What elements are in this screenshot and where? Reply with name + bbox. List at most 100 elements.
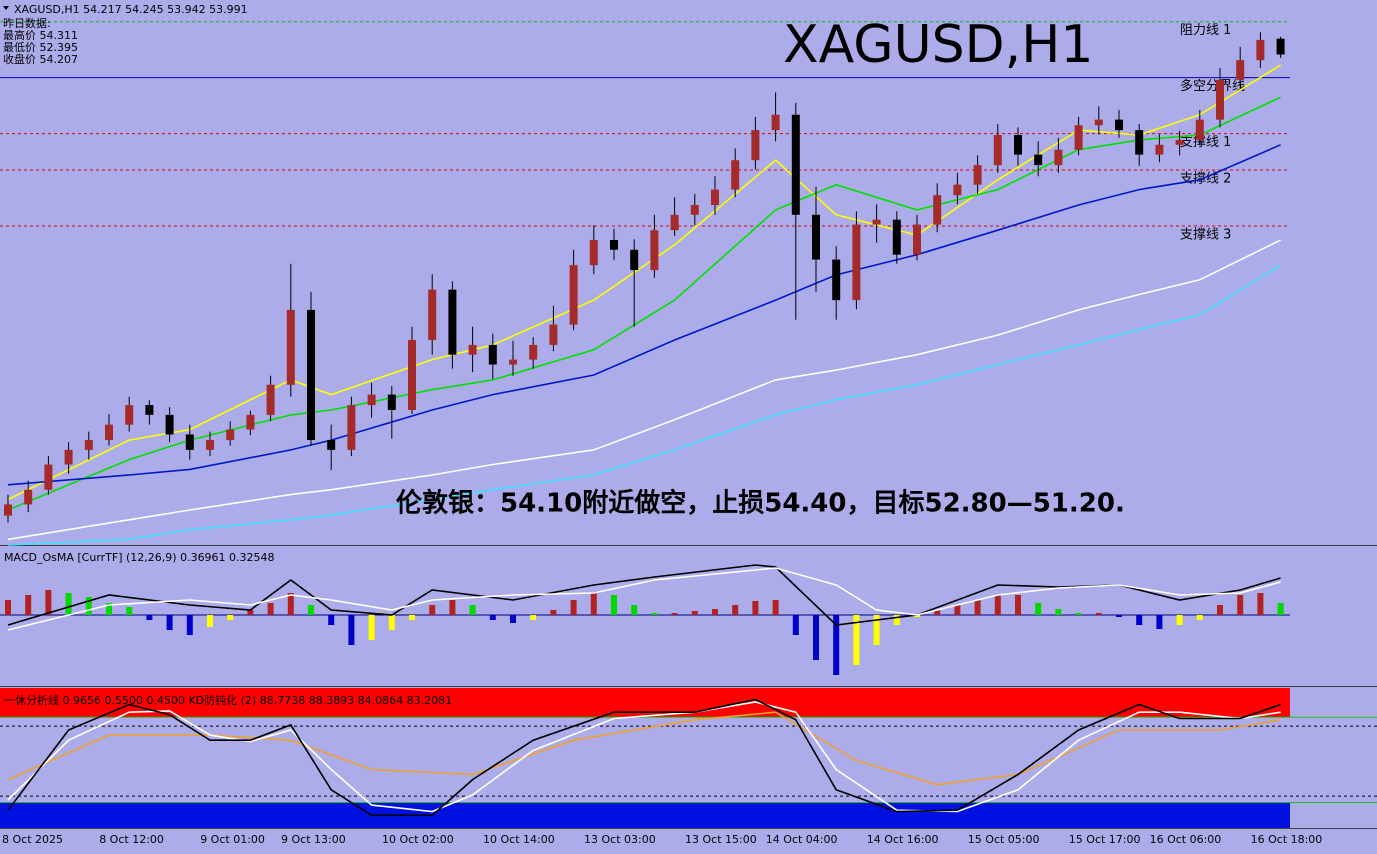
candle-body (872, 219, 881, 225)
osma-bar (691, 611, 698, 615)
osma-bar (833, 615, 840, 675)
osma-bar (1015, 595, 1021, 615)
level-label: 阻力线 1 (1180, 23, 1231, 38)
candle-body (307, 309, 315, 441)
osma-bar (409, 615, 415, 620)
osma-bar (590, 593, 597, 615)
osma-bar (712, 609, 718, 615)
osma-bar (469, 605, 476, 615)
x-tick-label: 13 Oct 15:00 (685, 833, 757, 846)
candle-body (1195, 119, 1204, 140)
x-tick-label: 16 Oct 06:00 (1150, 833, 1222, 846)
candle-body (731, 160, 740, 190)
x-tick-label: 15 Oct 05:00 (968, 833, 1040, 846)
candle-body (448, 289, 457, 355)
kd-line (7, 698, 1281, 817)
osma-bar (328, 615, 335, 625)
candle-body (44, 464, 53, 490)
candle-body (1256, 39, 1265, 61)
candle-body (549, 324, 558, 345)
candle-body (4, 504, 12, 516)
osma-bar (550, 610, 557, 615)
osma-bar (631, 605, 638, 615)
x-tick-label: 10 Oct 02:00 (382, 833, 454, 846)
header: XAGUSD,H1 54.217 54.245 53.942 53.991 (14, 3, 248, 16)
candle-body (1236, 60, 1245, 80)
annotation: 伦敦银：54.10附近做空，止损54.40，目标52.80—51.20. (396, 488, 1125, 519)
candle-body (327, 440, 336, 450)
candle-body (347, 405, 356, 450)
moving-average (7, 96, 1281, 511)
pane-header: MACD_OsMA [CurrTF] (12,26,9) 0.36961 0.3… (4, 551, 275, 564)
osma-bar (752, 601, 759, 615)
candle-body (993, 135, 1002, 166)
osma-bar (1176, 615, 1183, 625)
candle-body (690, 204, 699, 215)
candle-body (226, 429, 235, 441)
osma-bar (1277, 603, 1284, 615)
osma-bar (368, 615, 375, 640)
candle-body (1216, 79, 1224, 120)
candle-body (1054, 149, 1063, 166)
candle-body (1135, 130, 1144, 155)
candle-body (185, 434, 194, 450)
osma-bar (1116, 615, 1122, 617)
osma-bar (146, 615, 153, 620)
candle-body (1115, 119, 1123, 131)
level-label: 多空分界线 (1180, 78, 1245, 94)
candle-body (852, 224, 861, 301)
osma-bar (530, 615, 537, 620)
candle-body (892, 219, 901, 255)
kd-line (7, 711, 1281, 786)
osma-bar (792, 615, 799, 635)
candle-body (630, 249, 639, 271)
osma-bar (489, 615, 496, 620)
candle-body (125, 405, 134, 425)
x-tick-label: 13 Oct 03:00 (584, 833, 656, 846)
osma-bar (1136, 615, 1143, 625)
candle-body (973, 165, 982, 185)
osma-bar (207, 615, 213, 627)
osma-bar (247, 610, 254, 615)
candle-body (1094, 119, 1103, 126)
osma-bar (1237, 595, 1244, 615)
candle-body (1175, 139, 1184, 145)
osma-bar (45, 590, 52, 615)
info-line: 昨日数据: (3, 16, 51, 30)
osma-bar (974, 600, 981, 615)
candle-body (145, 405, 154, 415)
osma-bar (25, 595, 32, 615)
osma-bar (954, 605, 961, 615)
macd-line (7, 567, 1281, 631)
pane-header: 一休分析线 0.9656 0.5500 0.4500 KD防钝化 (2) 88.… (4, 693, 452, 707)
osma-bar (651, 613, 658, 615)
osma-bar (429, 605, 436, 615)
candle-body (953, 184, 962, 196)
osma-bar (813, 615, 819, 660)
candle-body (832, 259, 841, 301)
candle-body (488, 344, 497, 365)
candle-body (791, 114, 800, 215)
osma-bar (611, 595, 617, 615)
osma-bar (510, 615, 516, 623)
osma-bar (227, 615, 234, 620)
osma-bar (853, 615, 860, 665)
chart-title: XAGUSD,H1 (783, 15, 1093, 75)
candle-body (610, 239, 618, 250)
candle-body (286, 309, 295, 385)
osma-bar (5, 600, 11, 615)
x-tick-label: 9 Oct 13:00 (281, 833, 346, 846)
level-label: 支撑线 2 (1180, 172, 1231, 187)
osma-bar (1156, 615, 1163, 629)
candle-body (812, 214, 820, 260)
candle-body (1276, 38, 1285, 55)
osma-bar (65, 593, 72, 615)
candle-body (569, 265, 578, 325)
x-tick-label: 16 Oct 18:00 (1251, 833, 1323, 846)
osma-bar (994, 595, 1001, 615)
osma-bar (85, 597, 92, 615)
osma-bar (287, 593, 294, 615)
candle-body (589, 239, 598, 266)
osma-bar (449, 600, 456, 615)
moving-average (7, 239, 1281, 541)
